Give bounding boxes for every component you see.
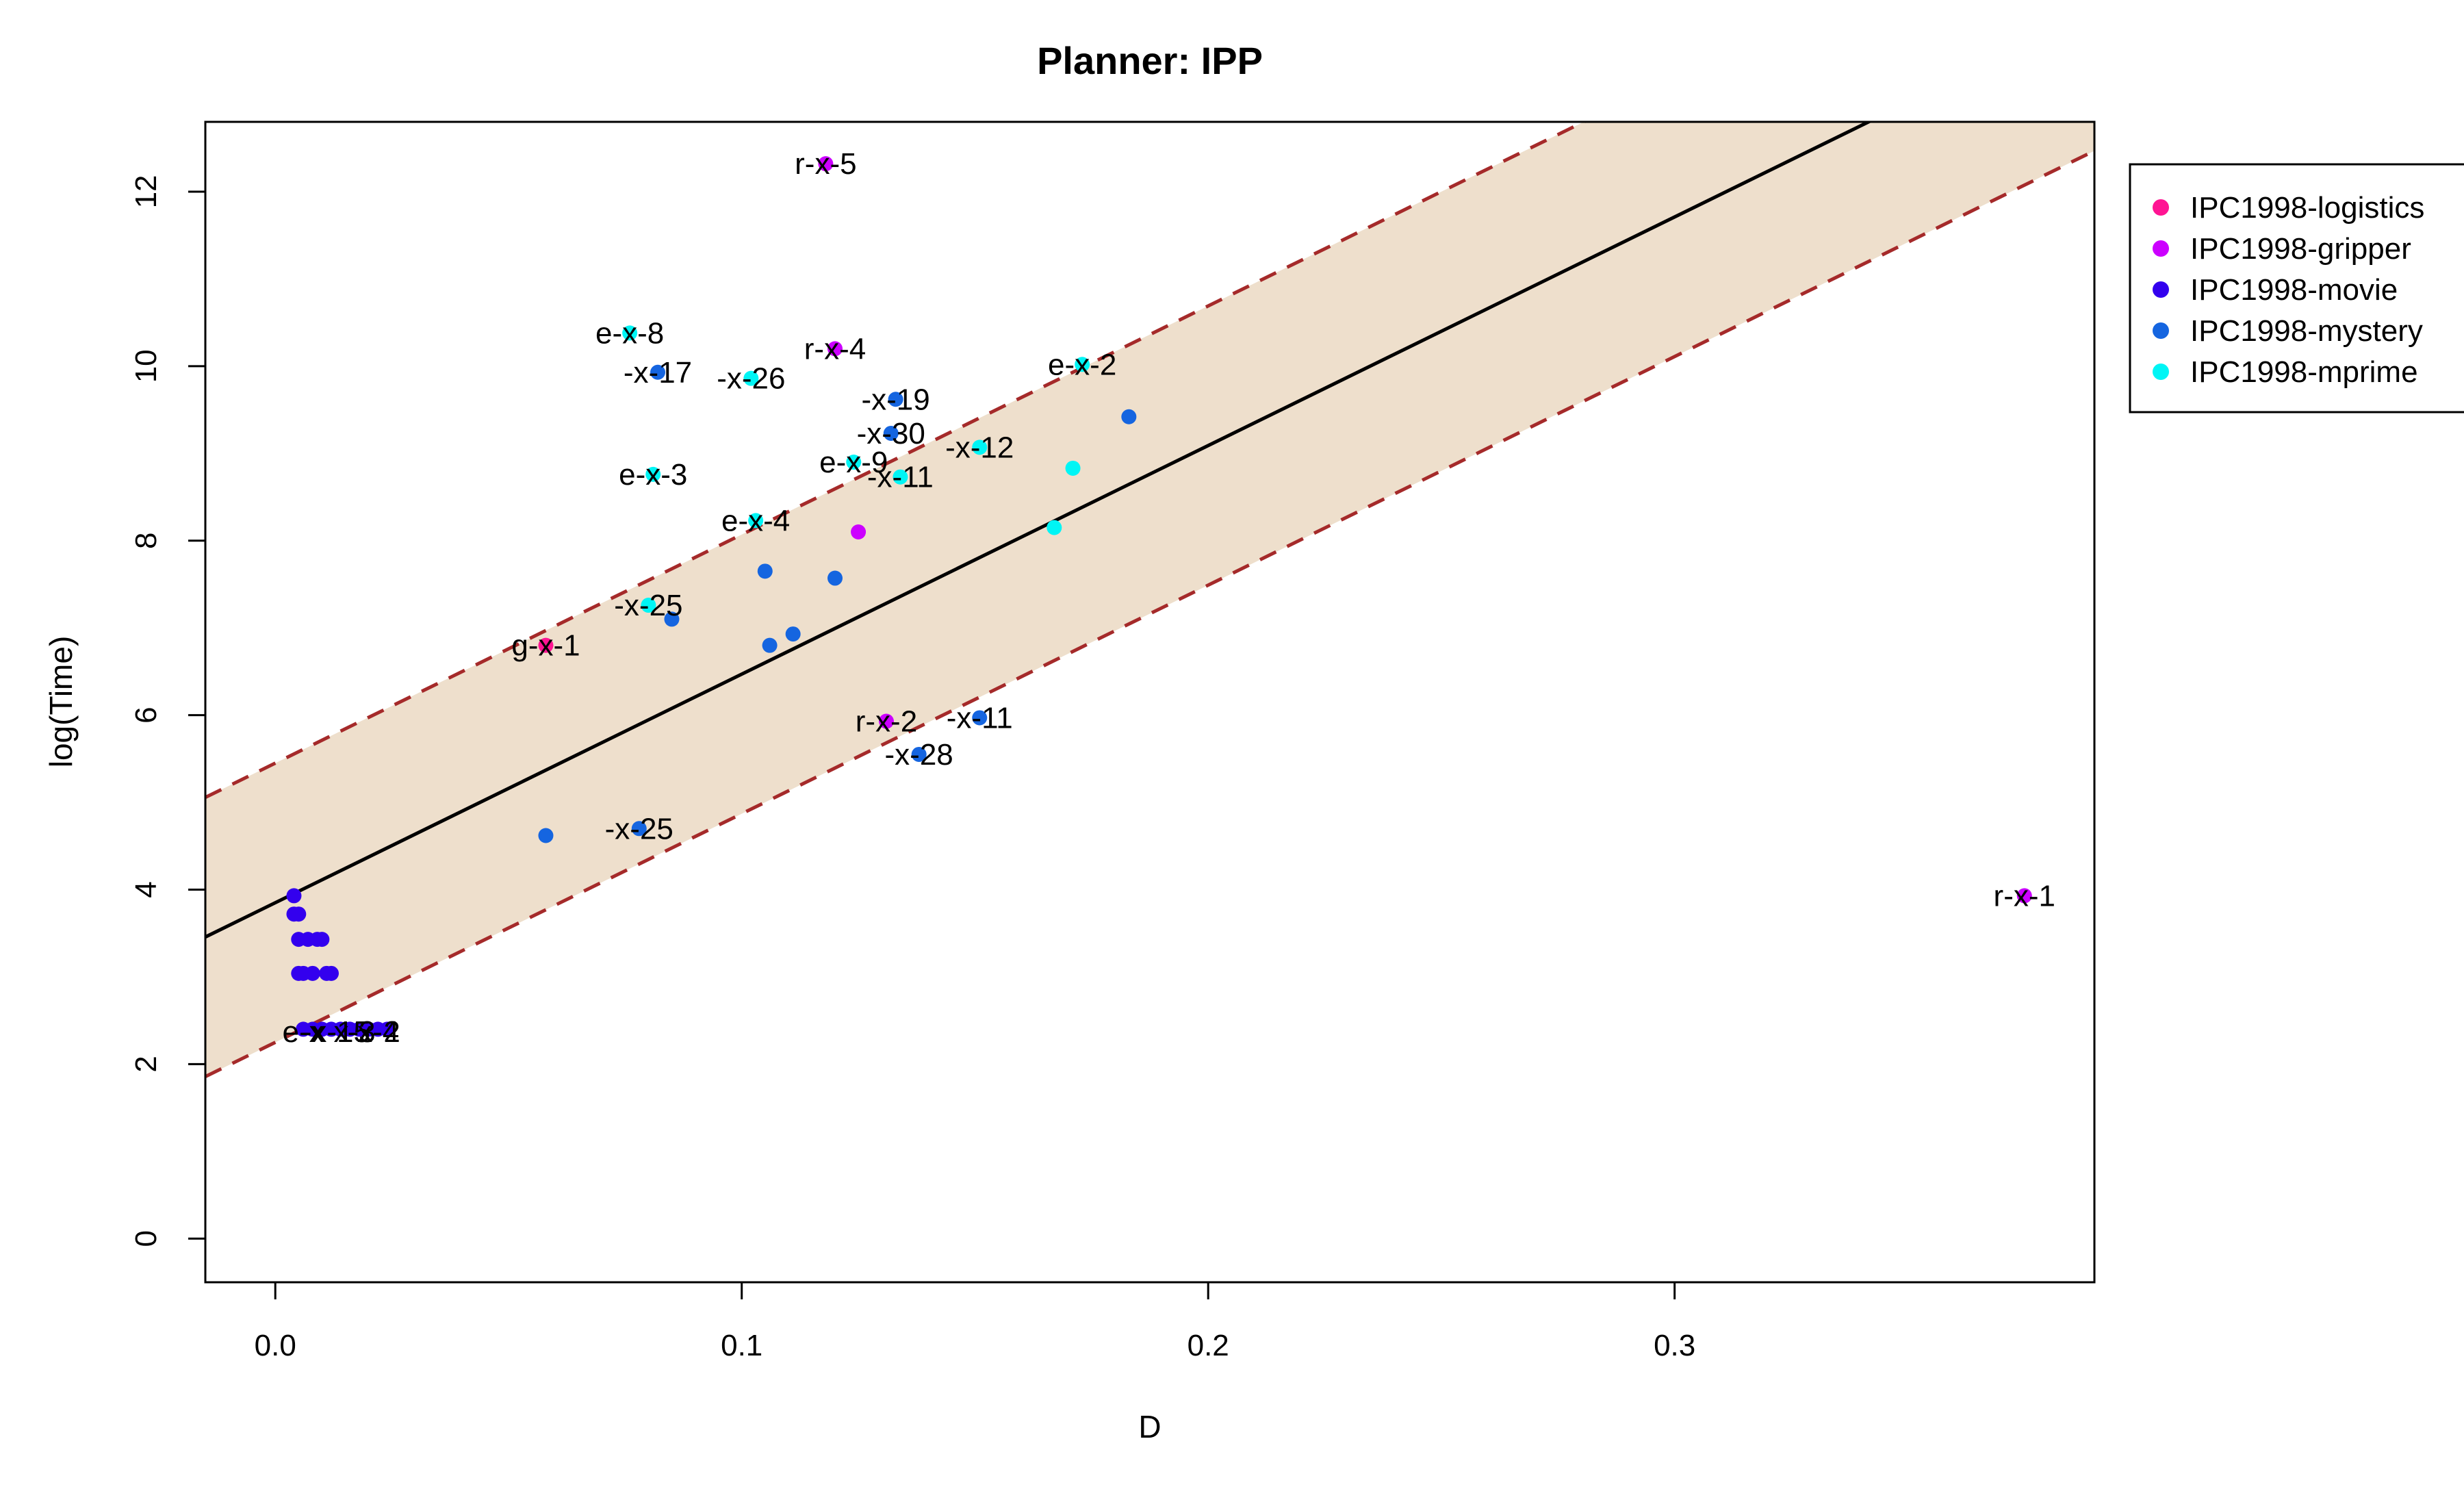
point-label: -x-15	[302, 1015, 370, 1049]
data-point	[757, 563, 773, 579]
data-point	[286, 888, 302, 904]
data-point	[785, 626, 801, 642]
legend: IPC1998-logistics IPC1998-gripper IPC1998-…	[2129, 163, 2464, 413]
point-label: e-x-8	[595, 316, 664, 350]
legend-label: IPC1998-logistics	[2190, 191, 2424, 225]
data-point	[893, 469, 908, 485]
data-point	[1065, 460, 1081, 476]
x-tick-label: 0.1	[721, 1329, 762, 1362]
data-point	[748, 513, 764, 529]
point-label: r-x-5	[795, 147, 856, 181]
lower-bound-line	[205, 149, 2094, 1078]
point-label: -x-25	[614, 589, 682, 622]
x-axis-label: D	[1138, 1409, 1161, 1445]
legend-marker	[2153, 199, 2169, 216]
point-label: 2	[383, 1015, 400, 1049]
data-point	[314, 932, 330, 947]
legend-box	[2129, 163, 2464, 413]
data-point	[645, 466, 661, 482]
point-label: -x-11	[947, 701, 1013, 735]
data-point	[846, 455, 862, 470]
point-label: e-x-4	[721, 504, 790, 537]
data-point	[650, 364, 666, 380]
y-tick-label: 2	[129, 1056, 163, 1072]
legend-label: IPC1998-mprime	[2190, 355, 2418, 389]
data-point	[972, 440, 988, 455]
data-point	[538, 828, 554, 843]
point-label: r-x-2	[856, 705, 917, 739]
prediction-band	[205, 122, 2094, 1077]
data-point	[851, 524, 867, 539]
x-tick-label: 0.2	[1188, 1329, 1229, 1362]
data-point	[641, 598, 656, 613]
chart-title: Planner: IPP	[1037, 39, 1263, 82]
regression-line	[205, 122, 1873, 939]
data-point	[1121, 409, 1137, 424]
legend-label: IPC1998-movie	[2190, 273, 2398, 307]
point-label: -x-4	[347, 1015, 399, 1049]
x-tick-label: 0.0	[255, 1329, 296, 1362]
legend-label: IPC1998-gripper	[2190, 232, 2411, 266]
point-label: r-x-1	[1994, 879, 2055, 913]
data-point	[379, 1021, 395, 1037]
point-label: -x-26	[717, 362, 785, 396]
legend-label: IPC1998-mystery	[2190, 314, 2423, 348]
point-label: -x-25	[605, 812, 673, 845]
data-point	[818, 156, 834, 172]
x-tick-label: 0.3	[1654, 1329, 1695, 1362]
legend-marker	[2153, 281, 2169, 298]
point-label: -x-28	[885, 738, 953, 772]
data-point	[538, 637, 554, 653]
data-point	[1075, 357, 1090, 372]
legend-marker	[2153, 240, 2169, 257]
data-point	[827, 570, 843, 586]
data-point	[883, 425, 899, 441]
point-label: -x-11	[867, 461, 934, 494]
point-label: e-x-3	[619, 458, 687, 492]
point-label: -x-30	[857, 417, 925, 450]
data-point	[827, 341, 843, 357]
y-tick-label: 12	[129, 175, 163, 208]
data-point	[888, 392, 903, 407]
point-label: -x-12	[945, 431, 1014, 464]
y-axis-label: log(Time)	[43, 636, 79, 768]
data-point	[762, 637, 778, 653]
legend-marker	[2153, 322, 2169, 339]
data-point	[911, 746, 927, 762]
y-tick-label: 10	[129, 349, 163, 383]
y-tick-label: 6	[129, 707, 163, 723]
y-tick-label: 8	[129, 532, 163, 548]
point-label: g-x-1	[511, 629, 580, 663]
y-tick-label: 4	[129, 881, 163, 898]
data-point	[664, 611, 680, 627]
data-point	[1047, 520, 1062, 535]
data-point	[324, 965, 339, 981]
data-point	[631, 821, 647, 837]
data-point	[291, 906, 307, 922]
point-label: e-x-9	[819, 446, 888, 479]
data-point	[972, 710, 988, 726]
legend-marker	[2153, 364, 2169, 380]
data-point	[2016, 888, 2032, 904]
point-label: e-x	[283, 1015, 324, 1049]
point-label: e-x-2	[1048, 348, 1116, 381]
y-tick-label: 0	[129, 1230, 163, 1247]
data-point	[622, 325, 638, 341]
point-label: -x-19	[861, 383, 929, 416]
data-point	[305, 965, 320, 981]
point-label: x-3	[334, 1015, 376, 1049]
point-label: r-x-4	[804, 332, 866, 366]
point-label: -x-17	[624, 356, 692, 390]
data-point	[743, 370, 759, 386]
data-point	[878, 713, 894, 729]
